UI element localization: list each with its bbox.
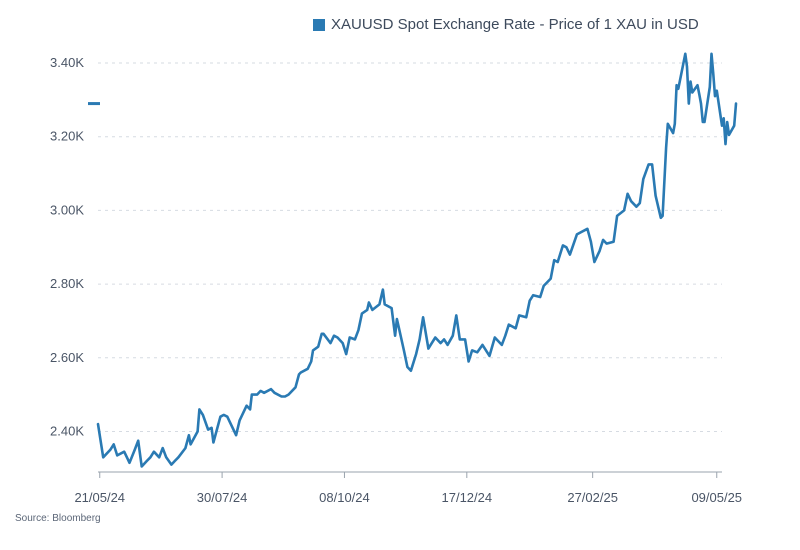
x-tick-label: 27/02/25 bbox=[567, 490, 618, 505]
y-tick-label: 3.00K bbox=[50, 202, 84, 217]
chart-legend: XAUUSD Spot Exchange Rate - Price of 1 X… bbox=[313, 16, 699, 33]
x-tick-label: 09/05/25 bbox=[691, 490, 742, 505]
y-tick-label: 3.40K bbox=[50, 55, 84, 70]
tick-labels: 2.40K 2.60K 2.80K 3.00K 3.20K 3.40K 21/05/24 30… bbox=[50, 55, 742, 505]
x-tick-label: 08/10/24 bbox=[319, 490, 370, 505]
series-layer bbox=[88, 52, 738, 468]
y-tick-label: 2.60K bbox=[50, 350, 84, 365]
gridlines bbox=[98, 62, 722, 432]
x-tick-label: 21/05/24 bbox=[74, 490, 125, 505]
source-note: Source: Bloomberg bbox=[15, 513, 101, 524]
legend-label: XAUUSD Spot Exchange Rate - Price of 1 X… bbox=[331, 16, 699, 33]
y-tick-label: 2.40K bbox=[50, 423, 84, 438]
price-series-line bbox=[96, 52, 738, 468]
y-tick-label: 3.20K bbox=[50, 129, 84, 144]
x-tick-label: 17/12/24 bbox=[442, 490, 493, 505]
y-tick-label: 2.80K bbox=[50, 276, 84, 291]
axes bbox=[98, 471, 722, 478]
legend-swatch bbox=[313, 18, 325, 31]
x-tick-label: 30/07/24 bbox=[197, 490, 248, 505]
